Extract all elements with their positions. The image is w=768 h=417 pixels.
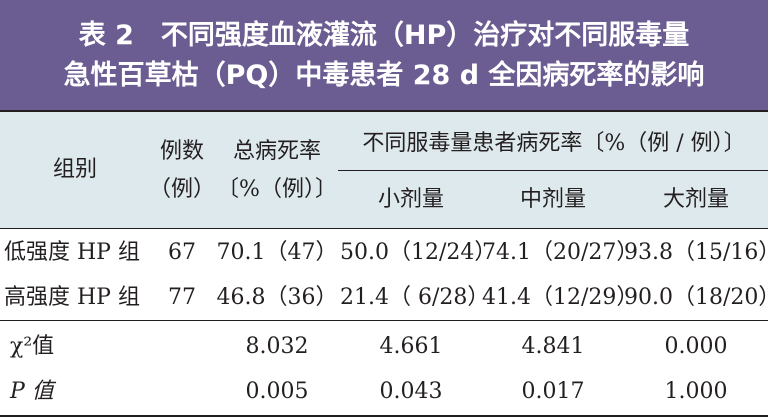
row-chi-square-large: 0.000 — [664, 334, 728, 359]
header-total-mortality-unit: 〔%（例）〕 — [217, 177, 337, 202]
row-low-total: 70.1（47） — [216, 240, 338, 265]
header-mortality-by-dose: 不同服毒量患者病死率〔%（例 / 例）〕 — [362, 131, 746, 156]
row-low-count: 67 — [168, 240, 196, 265]
header-count-unit: （例） — [148, 177, 215, 202]
row-low-large: 93.8（15/16） — [624, 240, 768, 265]
row-high-medium: 41.4（12/29） — [482, 285, 639, 310]
row-high-large: 90.0（18/20） — [624, 285, 768, 310]
row-high-small: 21.4（ 6/28） — [340, 285, 490, 310]
header-dose-large: 大剂量 — [662, 187, 729, 212]
row-p-value-total: 0.005 — [245, 379, 309, 404]
header-dose-medium: 中剂量 — [519, 187, 586, 212]
row-high-total: 46.8（36） — [216, 285, 338, 310]
header-bottom-rule — [0, 228, 768, 229]
row-p-value-label: P 值 — [10, 379, 54, 404]
row-p-value-medium: 0.017 — [521, 379, 585, 404]
stats-divider-rule — [0, 320, 768, 321]
header-dose-small: 小剂量 — [377, 187, 444, 212]
bottom-rule — [0, 415, 768, 417]
table-title: 表 2 不同强度血液灌流（HP）治疗对不同服毒量 急性百草枯（PQ）中毒患者 2… — [0, 0, 768, 110]
row-chi-square-total: 8.032 — [245, 334, 309, 359]
table-title-line-1: 表 2 不同强度血液灌流（HP）治疗对不同服毒量 — [78, 20, 690, 51]
subheader-rule — [338, 170, 768, 171]
table-title-line-2: 急性百草枯（PQ）中毒患者 28 d 全因病死率的影响 — [63, 60, 705, 91]
row-high-count: 77 — [168, 285, 196, 310]
row-low-group: 低强度 HP 组 — [4, 240, 140, 265]
header-total-mortality: 总病死率 — [232, 139, 321, 164]
header-group: 组别 — [52, 157, 97, 182]
row-chi-square-medium: 4.841 — [521, 334, 585, 359]
row-p-value-large: 1.000 — [664, 379, 728, 404]
table-header — [0, 110, 768, 228]
row-chi-square-small: 4.661 — [379, 334, 443, 359]
row-p-value-small: 0.043 — [379, 379, 443, 404]
row-high-group: 高强度 HP 组 — [4, 285, 140, 310]
row-chi-square-label: χ²值 — [10, 334, 55, 359]
row-low-small: 50.0（12/24） — [340, 240, 497, 265]
header-count: 例数 — [159, 139, 204, 164]
row-low-medium: 74.1（20/27） — [482, 240, 639, 265]
top-rule — [0, 110, 768, 112]
